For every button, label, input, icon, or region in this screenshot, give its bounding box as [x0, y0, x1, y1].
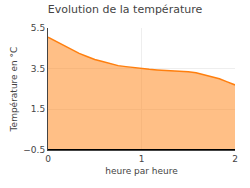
svg-text:2: 2	[232, 154, 238, 164]
svg-text:5.5: 5.5	[31, 23, 45, 33]
svg-text:−0.5: −0.5	[23, 145, 45, 155]
svg-text:1: 1	[139, 154, 145, 164]
svg-text:1.5: 1.5	[31, 104, 45, 114]
svg-text:Température en °C: Température en °C	[9, 47, 19, 133]
svg-text:heure par heure: heure par heure	[105, 166, 178, 176]
svg-text:Evolution de la température: Evolution de la température	[48, 3, 203, 16]
svg-text:3.5: 3.5	[31, 64, 45, 74]
svg-text:0: 0	[45, 154, 51, 164]
